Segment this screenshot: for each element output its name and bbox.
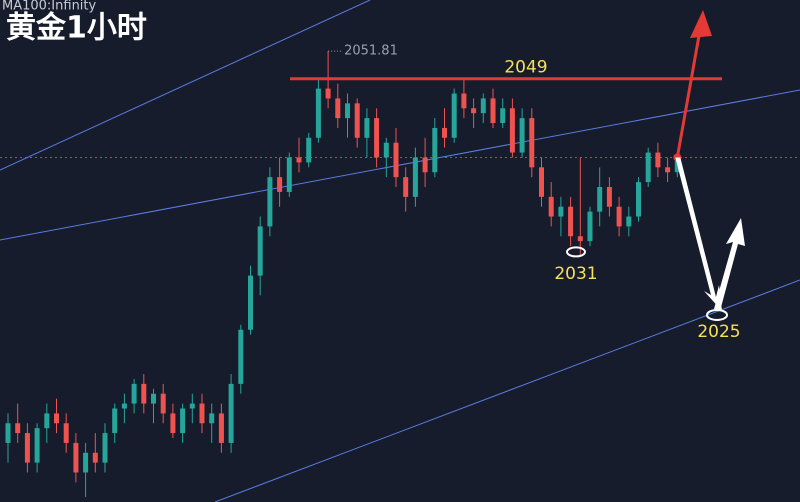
channel-line (214, 279, 800, 502)
candle-body (412, 157, 418, 197)
candle-body (568, 206, 574, 237)
candle-body (151, 393, 156, 404)
candle-body (422, 157, 428, 173)
candle-body (54, 413, 59, 424)
resistance-label: 2049 (504, 58, 547, 78)
candle-body (296, 157, 302, 163)
candle-body (335, 98, 341, 119)
candle-body (15, 423, 21, 434)
candle-body (539, 167, 544, 197)
low-marker (566, 246, 586, 258)
candle-body (577, 236, 583, 242)
candle-body (490, 98, 496, 124)
candle-body (209, 413, 215, 424)
candle-body (645, 152, 651, 183)
candle-body (218, 413, 224, 443)
candle-body (34, 428, 40, 463)
candle-body (121, 403, 127, 409)
candle-body (500, 108, 506, 124)
candle-body (83, 452, 89, 473)
candle-body (131, 383, 137, 404)
rebound-arrow (714, 218, 745, 311)
candle-body (315, 88, 321, 138)
candle-body (180, 408, 186, 434)
high-label: 2051.81 (344, 44, 398, 59)
up-arrow-shaft (675, 29, 702, 158)
candle-body (509, 108, 515, 153)
candle-body (442, 127, 447, 138)
candle-body (383, 142, 389, 158)
candle-body (655, 152, 661, 168)
candle-body (286, 157, 292, 192)
candle-body (345, 103, 350, 119)
candle-body (616, 206, 622, 227)
candle-body (364, 118, 370, 138)
candle-body (92, 452, 98, 463)
candle-body (606, 187, 612, 207)
candle-body (141, 383, 147, 404)
candle-body (277, 177, 283, 192)
candle-body (5, 423, 11, 443)
candle-body (374, 118, 380, 158)
channel-line (0, 89, 800, 241)
candle-body (471, 108, 477, 114)
low-label: 2031 (554, 264, 597, 284)
candle-body (461, 93, 467, 109)
down-arrow (675, 157, 722, 311)
candle-body (238, 329, 244, 384)
candle-body (626, 216, 632, 227)
candle-body (519, 118, 525, 153)
candle-body (480, 98, 486, 114)
candle-body (432, 127, 438, 173)
candle-body (189, 403, 195, 409)
candle-body (267, 177, 273, 227)
candle-body (548, 196, 554, 217)
chart-title: 黄金1小时 (6, 11, 147, 46)
candle-body (587, 211, 593, 242)
candle-body (112, 408, 118, 434)
up-arrow-head (690, 10, 712, 38)
candle-body (73, 442, 79, 473)
candle-body (199, 403, 205, 424)
candle-body (636, 182, 641, 217)
indicator-label: MA100:Infinity (2, 0, 97, 14)
candle-body (160, 393, 166, 414)
channel-line (0, 0, 371, 171)
candle-body (257, 226, 263, 276)
target-label: 2025 (697, 322, 740, 342)
candle-body (354, 103, 360, 138)
candle-body (44, 413, 50, 429)
candle-body (306, 137, 312, 163)
candle-body (558, 206, 564, 217)
candle-body (451, 93, 457, 138)
candle-body (325, 88, 331, 99)
candle-body (24, 433, 30, 463)
candle-body (228, 383, 234, 443)
candle-body (63, 423, 69, 443)
candle-body (529, 118, 535, 168)
candle-body (170, 413, 176, 434)
candle-body (597, 187, 603, 212)
candle-body (102, 433, 108, 463)
candle-body (403, 177, 409, 197)
candle-body (248, 275, 253, 330)
candle-body (665, 167, 671, 173)
candle-body (393, 142, 399, 178)
